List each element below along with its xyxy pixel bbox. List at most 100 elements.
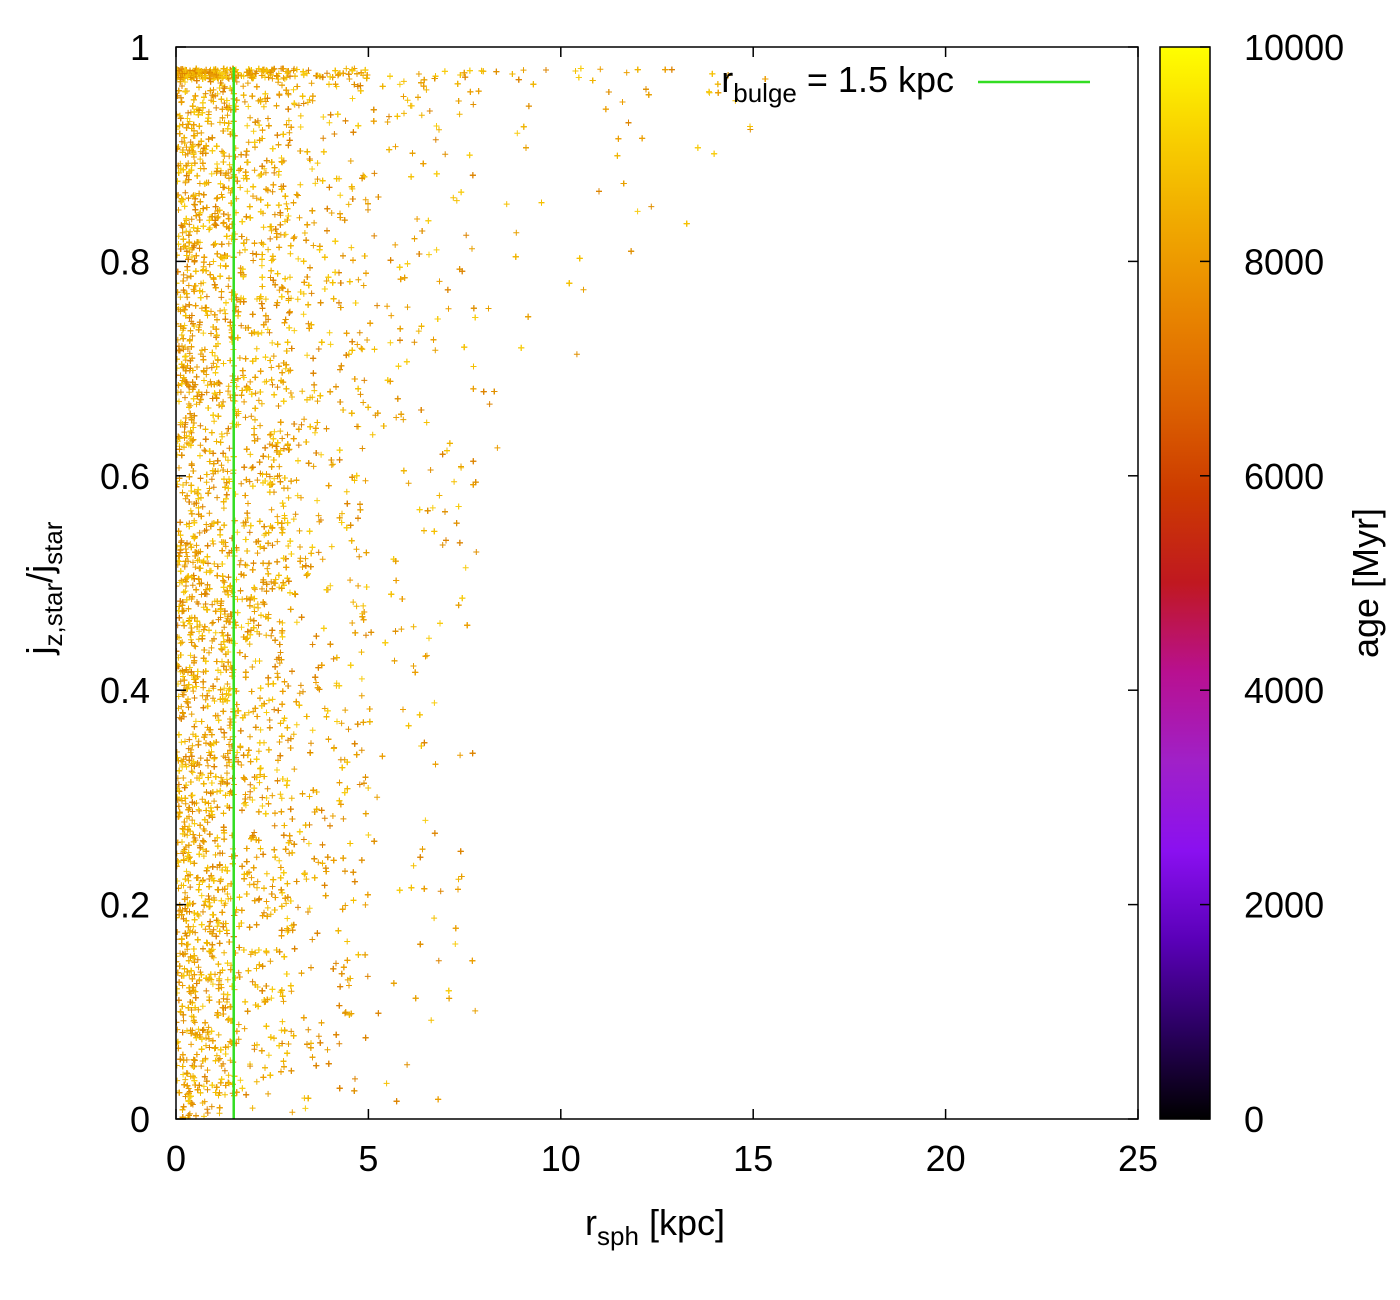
data-point [268, 578, 275, 585]
data-point [223, 762, 230, 769]
data-point [388, 312, 395, 319]
data-point [255, 397, 262, 404]
data-point [201, 1098, 208, 1105]
data-point [452, 941, 459, 947]
data-point [309, 166, 316, 172]
data-point [192, 929, 199, 936]
data-point [247, 451, 254, 458]
data-point [442, 151, 449, 158]
data-point [203, 365, 210, 372]
data-point [295, 442, 302, 449]
data-point [286, 129, 293, 136]
data-point [365, 832, 372, 838]
data-point [241, 523, 248, 529]
data-point [200, 1083, 207, 1090]
data-point [339, 510, 345, 517]
data-point [181, 429, 188, 436]
data-point [267, 911, 274, 918]
data-point [383, 1080, 390, 1087]
data-point [196, 976, 203, 983]
data-point [182, 1076, 189, 1083]
data-point [269, 381, 276, 388]
data-point [386, 113, 392, 120]
data-point [276, 618, 283, 625]
data-point [296, 214, 303, 221]
data-point [218, 774, 225, 781]
data-point [177, 678, 184, 685]
data-point [184, 946, 191, 953]
data-point [241, 98, 248, 105]
data-point [215, 213, 222, 220]
data-point [573, 351, 580, 358]
data-point [255, 748, 262, 755]
data-point [315, 549, 322, 556]
data-point [266, 560, 273, 567]
data-point [191, 488, 198, 495]
data-point [195, 964, 202, 971]
data-point [176, 543, 180, 550]
data-point [277, 428, 284, 435]
data-point [203, 987, 210, 994]
data-point [185, 282, 192, 289]
data-point [288, 988, 295, 995]
data-point [274, 538, 281, 545]
data-point [353, 603, 360, 610]
data-point [245, 709, 252, 716]
data-point [200, 908, 206, 915]
data-point [301, 416, 308, 423]
data-point [204, 1086, 211, 1093]
data-point [433, 246, 440, 253]
data-point [182, 189, 189, 196]
data-point [251, 829, 258, 836]
data-point [292, 511, 299, 518]
data-point [274, 513, 281, 520]
data-point [437, 888, 444, 895]
data-point [450, 194, 457, 201]
data-point [347, 577, 354, 584]
data-point [189, 332, 196, 339]
data-point [310, 242, 317, 249]
data-point [364, 337, 371, 343]
data-point [176, 464, 182, 471]
data-point [188, 216, 195, 223]
data-point [189, 901, 196, 907]
data-point [297, 544, 303, 550]
data-point [179, 982, 186, 989]
data-point [330, 461, 336, 468]
data-point [215, 1056, 222, 1063]
data-point [191, 1019, 198, 1026]
data-point [206, 876, 213, 882]
data-point [192, 564, 199, 571]
data-point [268, 506, 275, 513]
data-point [392, 143, 399, 150]
data-point [224, 891, 231, 897]
data-point [262, 296, 269, 303]
data-point [220, 398, 227, 405]
data-point [189, 928, 196, 935]
data-point [213, 438, 220, 445]
data-point [248, 465, 255, 472]
data-point [323, 278, 330, 284]
data-point [275, 79, 282, 86]
data-point [245, 103, 252, 110]
data-point [251, 167, 258, 174]
data-point [178, 739, 185, 746]
data-point [338, 720, 345, 727]
data-point [242, 802, 249, 809]
data-point [213, 104, 220, 111]
data-point [226, 153, 233, 160]
data-point [187, 507, 194, 514]
data-point [182, 889, 189, 896]
data-point [324, 1046, 331, 1053]
data-point [187, 541, 194, 548]
data-point [186, 972, 193, 979]
data-point [293, 721, 300, 728]
data-point [216, 1110, 223, 1117]
data-point [414, 216, 421, 222]
data-point [513, 229, 520, 236]
data-point [360, 172, 367, 179]
data-point [184, 346, 191, 352]
data-point [211, 798, 218, 805]
data-point [264, 785, 271, 792]
data-point [220, 220, 227, 227]
